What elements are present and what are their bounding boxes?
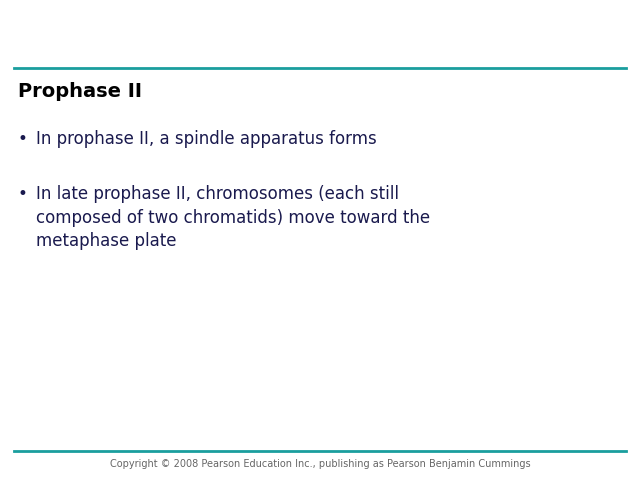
Text: Prophase II: Prophase II xyxy=(18,82,142,101)
Text: •: • xyxy=(18,130,28,148)
Text: In late prophase II, chromosomes (each still
composed of two chromatids) move to: In late prophase II, chromosomes (each s… xyxy=(36,185,430,250)
Text: Copyright © 2008 Pearson Education Inc., publishing as Pearson Benjamin Cummings: Copyright © 2008 Pearson Education Inc.,… xyxy=(109,459,531,469)
Text: In prophase II, a spindle apparatus forms: In prophase II, a spindle apparatus form… xyxy=(36,130,377,148)
Text: •: • xyxy=(18,185,28,203)
